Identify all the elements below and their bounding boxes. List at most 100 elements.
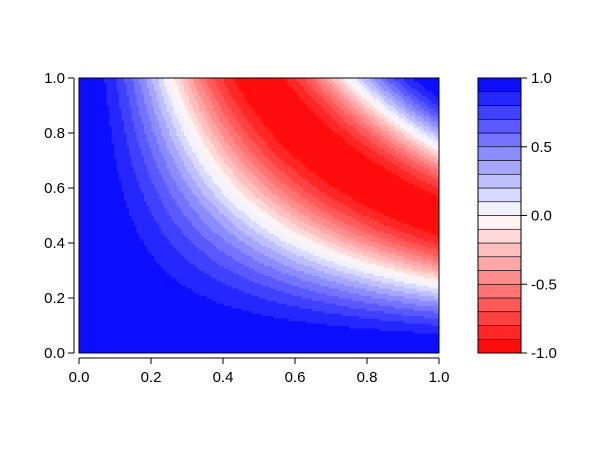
contour-cell (254, 323, 258, 327)
contour-cell (151, 338, 155, 342)
contour-cell (399, 325, 403, 329)
contour-cell (234, 325, 238, 329)
contour-cell (111, 318, 115, 322)
contour-cell (354, 323, 358, 327)
contour-cell (249, 315, 253, 319)
contour-cell (406, 320, 410, 324)
contour-cell (389, 323, 393, 327)
contour-cell (379, 350, 383, 353)
contour-cell (401, 340, 405, 344)
contour-cell (434, 330, 438, 334)
contour-cell (256, 333, 260, 337)
contour-cell (221, 315, 225, 319)
contour-cell (381, 338, 385, 342)
contour-cell (104, 325, 108, 329)
contour-cell (259, 310, 263, 314)
contour-cell (294, 338, 298, 342)
contour-cell (204, 318, 208, 322)
contour-cell (391, 328, 395, 332)
contour-cell (86, 340, 90, 344)
contour-cell (291, 350, 295, 353)
contour-cell (396, 335, 400, 339)
contour-cell (171, 315, 175, 319)
contour-cell (94, 333, 98, 337)
contour-cell (161, 313, 165, 317)
contour-cell (186, 315, 190, 319)
contour-cell (86, 313, 90, 317)
contour-cell (129, 315, 133, 319)
contour-cell (274, 323, 278, 327)
contour-cell (416, 318, 420, 322)
contour-cell (289, 325, 293, 329)
contour-cell (186, 338, 190, 342)
contour-cell (366, 325, 370, 329)
contour-cell (91, 323, 95, 327)
contour-cell (184, 308, 188, 312)
contour-cell (386, 328, 390, 332)
contour-cell (206, 315, 210, 319)
contour-cell (109, 310, 113, 314)
contour-cell (196, 333, 200, 337)
contour-cell (381, 323, 385, 327)
contour-cell (349, 348, 353, 352)
contour-cell (259, 313, 263, 317)
contour-cell (139, 318, 143, 322)
contour-cell (344, 343, 348, 347)
contour-cell (349, 320, 353, 324)
contour-cell (261, 320, 265, 324)
contour-cell (196, 325, 200, 329)
contour-cell (306, 320, 310, 324)
contour-cell (339, 325, 343, 329)
contour-cell (164, 348, 168, 352)
contour-cell (151, 348, 155, 352)
contour-cell (176, 350, 180, 353)
contour-cell (181, 345, 185, 349)
contour-cell (426, 350, 430, 353)
contour-cell (184, 333, 188, 337)
contour-cell (164, 340, 168, 344)
contour-cell (81, 328, 85, 332)
contour-cell (281, 328, 285, 332)
contour-cell (359, 328, 363, 332)
contour-cell (204, 343, 208, 347)
contour-cell (241, 335, 245, 339)
contour-cell (356, 343, 360, 347)
contour-cell (379, 335, 383, 339)
contour-cell (246, 338, 250, 342)
contour-cell (131, 340, 135, 344)
contour-cell (434, 323, 438, 327)
contour-cell (206, 350, 210, 353)
contour-cell (231, 345, 235, 349)
contour-cell (336, 330, 340, 334)
contour-cell (219, 348, 223, 352)
contour-cell (331, 338, 335, 342)
contour-cell (101, 348, 105, 352)
contour-cell (309, 323, 313, 327)
contour-cell (101, 343, 105, 347)
contour-cell (211, 323, 215, 327)
contour-cell (226, 338, 230, 342)
contour-cell (261, 315, 265, 319)
contour-cell (161, 333, 165, 337)
contour-cell (436, 323, 439, 327)
contour-cell (216, 328, 220, 332)
contour-cell (239, 345, 243, 349)
contour-cell (291, 343, 295, 347)
contour-cell (324, 313, 328, 317)
contour-cell (129, 310, 133, 314)
contour-cell (229, 318, 233, 322)
contour-cell (116, 345, 120, 349)
contour-cell (186, 323, 190, 327)
contour-cell (206, 330, 210, 334)
contour-cell (414, 348, 418, 352)
contour-cell (241, 348, 245, 352)
contour-cell (396, 313, 400, 317)
contour-cell (394, 310, 398, 314)
contour-cell (371, 325, 375, 329)
contour-cell (341, 345, 345, 349)
contour-cell (281, 320, 285, 324)
contour-cell (111, 348, 115, 352)
contour-cell (151, 350, 155, 353)
contour-cell (391, 340, 395, 344)
contour-cell (149, 330, 153, 334)
